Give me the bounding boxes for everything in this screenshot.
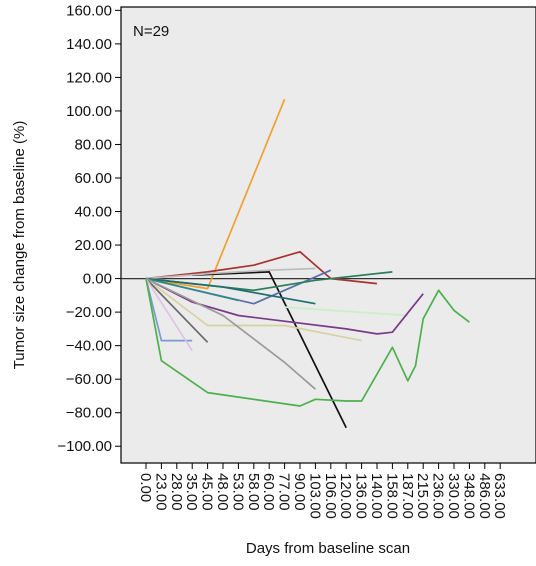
x-tick-label: 60.00 [260, 473, 277, 511]
x-tick-label: 90.00 [291, 473, 308, 511]
x-tick-label: 77.00 [276, 473, 293, 511]
plot-area [120, 6, 536, 464]
y-tick-label: 120.00 [66, 69, 112, 86]
x-tick-label: 28.00 [168, 473, 185, 511]
series-line-10 [145, 277, 424, 335]
series-line-8 [145, 277, 239, 302]
y-tick-label: 60.00 [74, 170, 112, 187]
x-tick-label: 158.00 [383, 473, 400, 519]
x-tick-label: 48.00 [214, 473, 231, 511]
x-tick-label: 45.00 [199, 473, 216, 511]
x-tick-label: 103.00 [306, 473, 323, 519]
x-tick-label: 23.00 [152, 473, 169, 511]
series-line-7 [145, 277, 316, 305]
x-tick-label: 136.00 [353, 473, 370, 519]
series-line-12 [145, 277, 316, 390]
y-tick-label: 160.00 [66, 2, 112, 19]
y-tick-label: −80.00 [66, 405, 112, 422]
y-tick-label: 140.00 [66, 36, 112, 53]
sample-size-annotation: N=29 [133, 23, 169, 40]
series-line-14 [145, 278, 209, 343]
x-tick-label: 120.00 [337, 473, 354, 519]
y-tick-label: 0.00 [83, 271, 112, 288]
series-line-15 [145, 278, 193, 352]
x-tick-label: 0.00 [137, 473, 154, 502]
series-line-13 [145, 278, 193, 342]
series-line-2 [145, 250, 378, 285]
y-tick-label: −20.00 [66, 304, 112, 321]
y-tick-label: −100.00 [57, 438, 112, 455]
x-tick-label: 330.00 [445, 473, 462, 519]
y-tick-label: 80.00 [74, 136, 112, 153]
y-axis-title: Tumor size change from baseline (%) [11, 121, 28, 370]
x-tick-label: 215.00 [414, 473, 431, 519]
x-tick-label: 106.00 [322, 473, 339, 519]
x-axis-title: Days from baseline scan [246, 540, 410, 557]
series-line-4 [145, 267, 316, 280]
y-tick-label: 20.00 [74, 237, 112, 254]
series-line-16 [145, 278, 470, 407]
series-line-3 [192, 271, 347, 429]
x-tick-label: 633.00 [491, 473, 508, 519]
x-tick-label: 187.00 [399, 473, 416, 519]
x-tick-label: 35.00 [183, 473, 200, 511]
x-tick-label: 486.00 [476, 473, 493, 519]
y-tick-label: 40.00 [74, 204, 112, 221]
y-tick-label: −40.00 [66, 338, 112, 355]
series-line-9 [284, 306, 408, 317]
x-tick-label: 53.00 [229, 473, 246, 511]
y-tick-label: 100.00 [66, 103, 112, 120]
x-tick-label: 58.00 [245, 473, 262, 511]
y-tick-label: −60.00 [66, 371, 112, 388]
x-tick-label: 140.00 [368, 473, 385, 519]
series-line-11 [145, 277, 362, 342]
series-line-1 [145, 98, 286, 290]
x-tick-label: 236.00 [430, 473, 447, 519]
x-tick-label: 348.00 [460, 473, 477, 519]
